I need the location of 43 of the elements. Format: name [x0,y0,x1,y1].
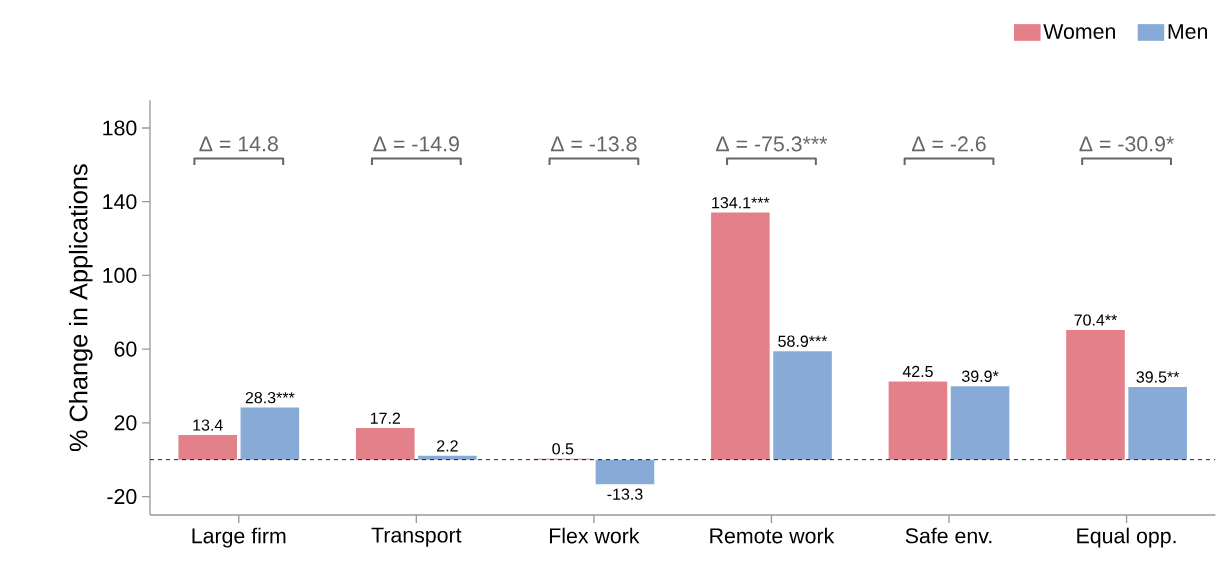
data-label: 70.4** [1074,314,1118,326]
y-axis-title: % Change in Applications [68,164,93,452]
bar [1066,329,1125,460]
data-label: 13.4 [193,419,223,431]
x-tick-label: Transport [371,527,462,547]
bar [888,381,948,460]
annotation: Δ = -75.3*** [716,136,828,152]
y-tick-label: 60 [114,341,137,357]
data-label: 134.1*** [712,196,770,209]
annotation: Δ = -13.8 [550,136,637,152]
annotation: Δ = -14.9 [373,136,459,152]
x-tick-label: Remote work [710,527,835,544]
bar [711,212,770,460]
y-tick-label: 20 [114,415,137,431]
y-tick-label: 180 [103,120,137,136]
bar [595,459,655,485]
y-tick-label: 140 [103,194,137,210]
data-label: 28.3*** [245,391,295,404]
data-label: 58.9*** [778,335,828,347]
data-label: 39.5** [1136,371,1180,383]
bar [178,435,237,460]
data-label: 42.5 [902,365,933,378]
bar [1128,386,1187,460]
bar [950,386,1010,460]
annotation: Δ = 14.8 [199,136,278,152]
x-tick-label: Large firm [192,527,286,548]
annotation: Δ = -30.9* [1079,136,1174,152]
data-label: 17.2 [370,412,401,424]
data-label: 39.9* [962,370,999,382]
x-tick-label: Safe env. [905,527,992,544]
data-label: 0.5 [552,443,574,455]
y-tick-label: -20 [107,489,137,505]
y-tick-label: 100 [103,267,137,283]
data-label: -13.3 [607,488,643,500]
bar [240,407,300,460]
legend-label: Women [1043,24,1115,40]
bar [355,428,415,460]
legend-label: Men [1168,24,1208,40]
bar [773,351,832,460]
x-tick-label: Equal opp. [1077,527,1176,548]
data-label: 2.2 [437,440,458,452]
x-tick-label: Flex work [550,527,640,544]
annotation: Δ = -2.6 [911,136,986,152]
